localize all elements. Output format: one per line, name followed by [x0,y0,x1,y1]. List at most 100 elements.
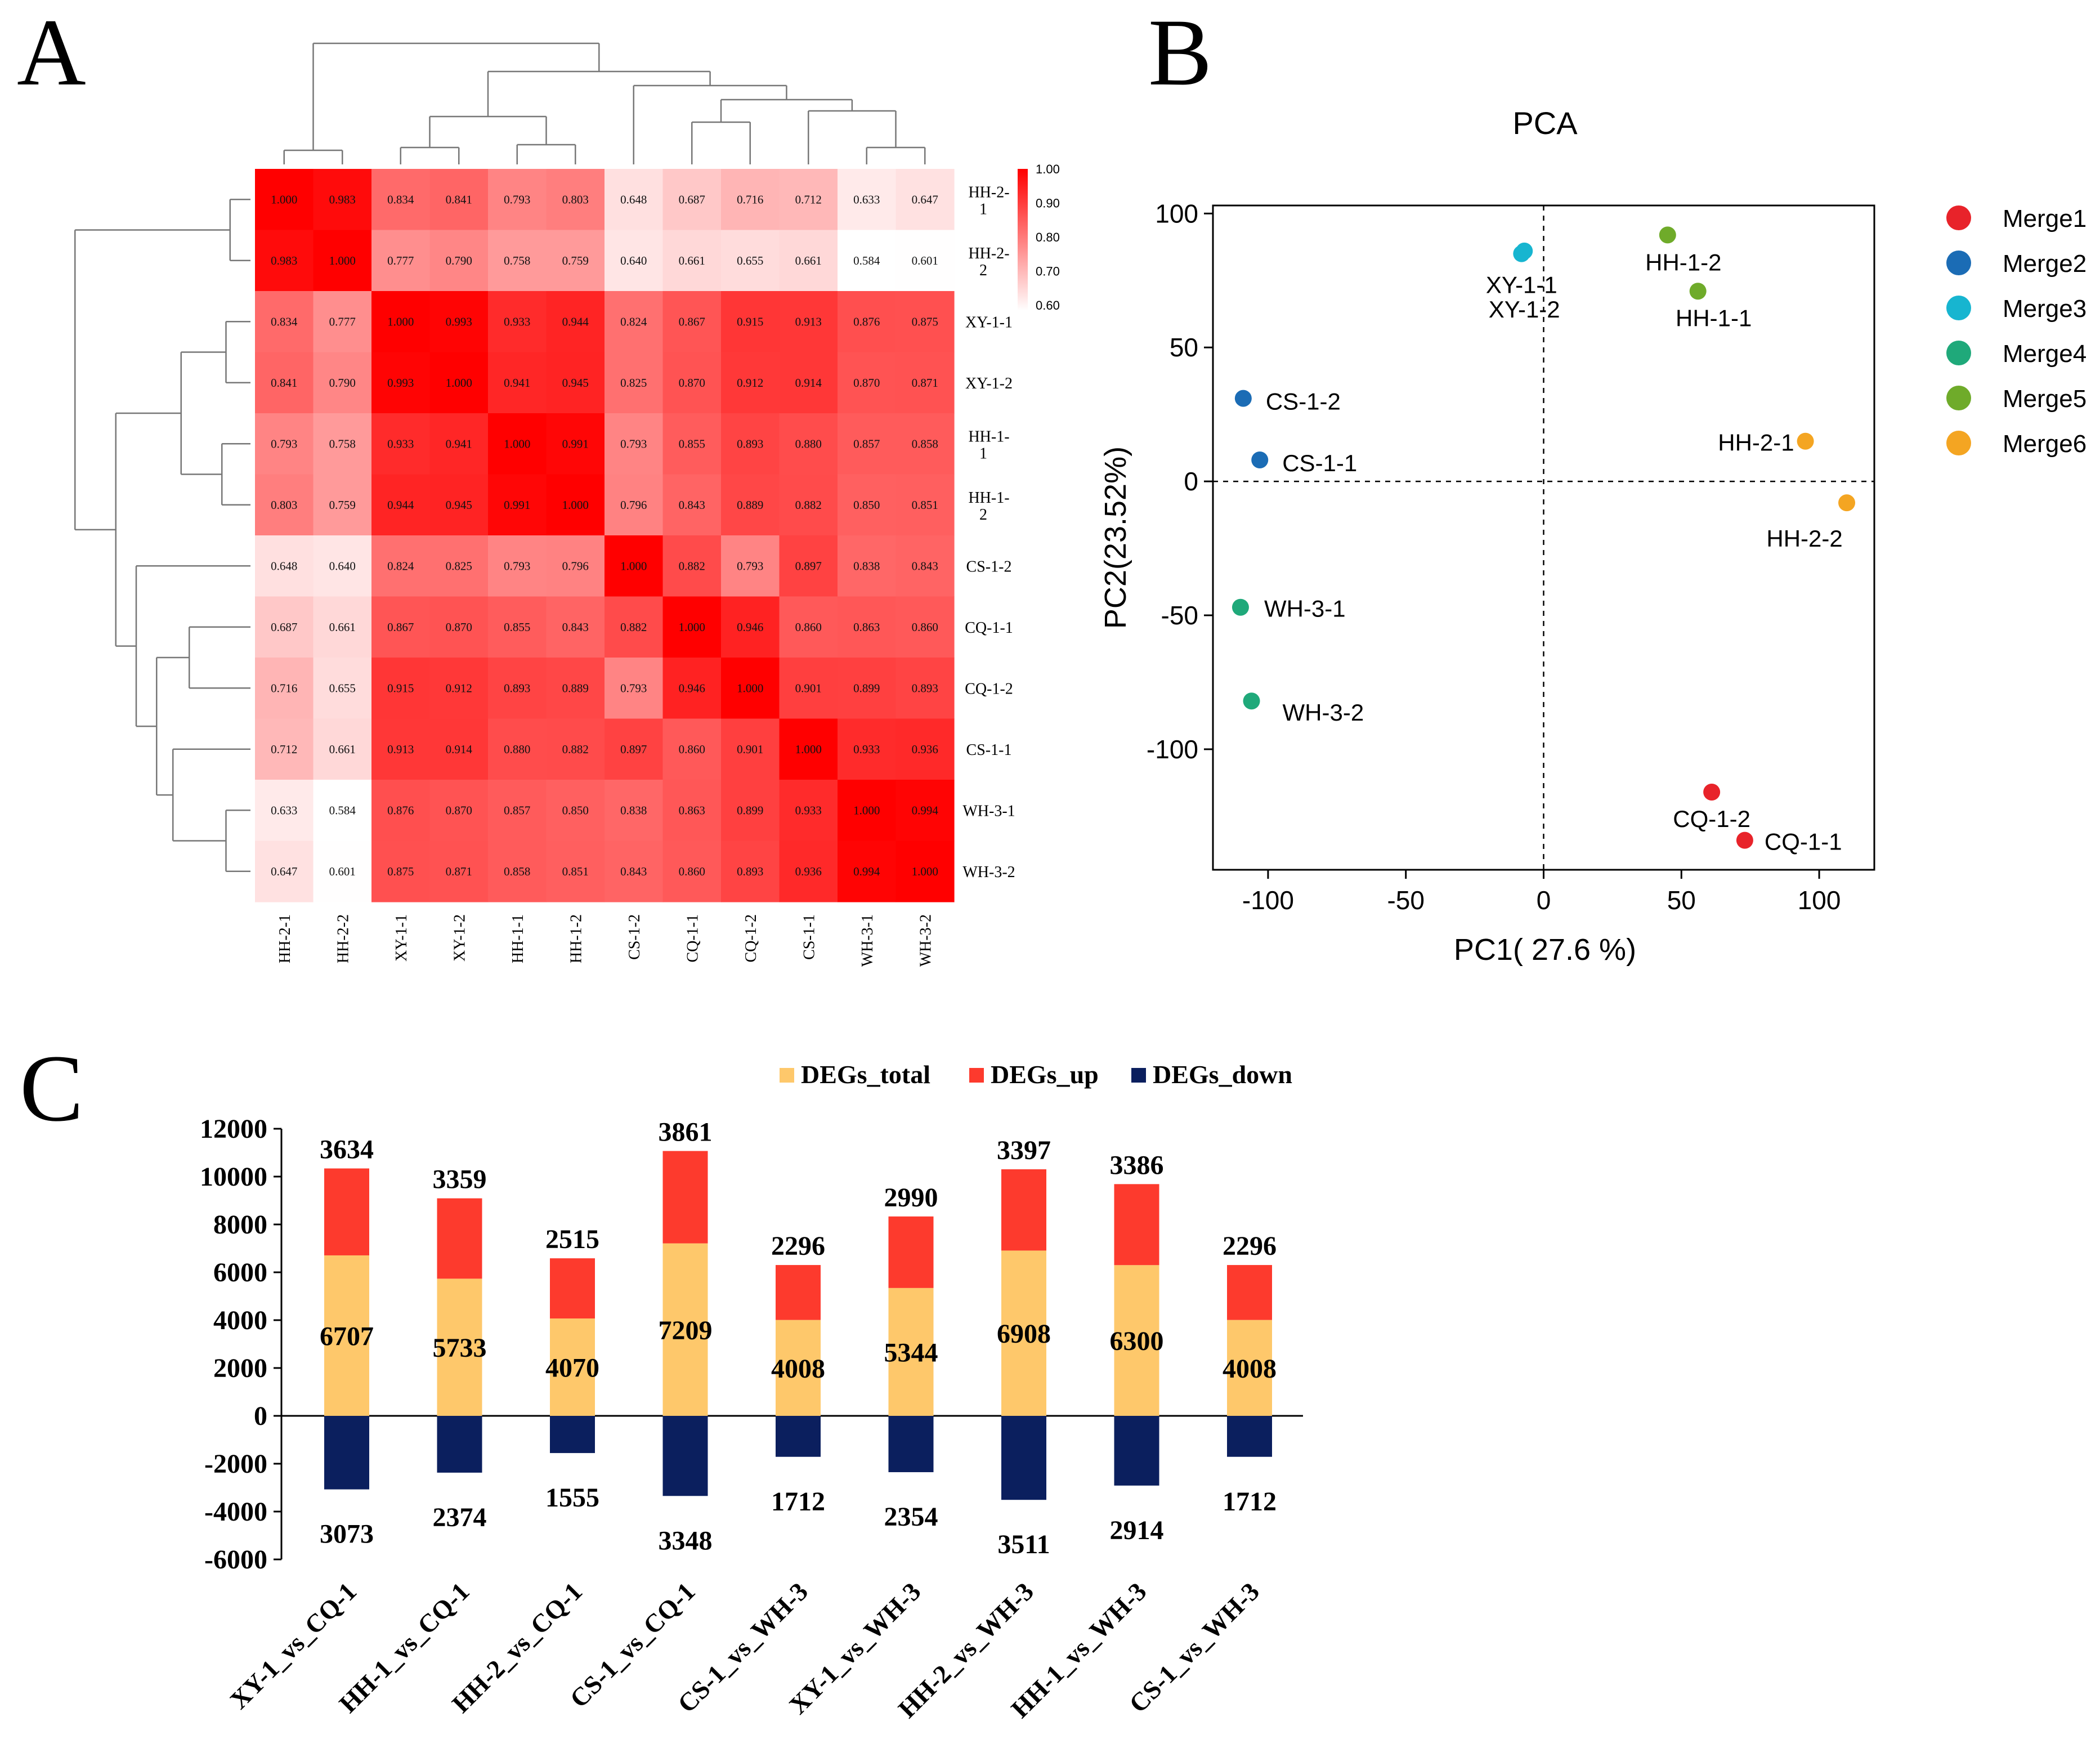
heatmap-cell-value: 0.793 [620,437,647,450]
pca-x-tick-label: 0 [1537,886,1551,915]
heatmap-column-label: CS-1-1 [800,914,818,960]
pca-legend-marker [1946,386,1971,410]
heatmap-cell [779,230,838,292]
heatmap-cell-value: 0.777 [329,315,356,328]
heatmap-cell [605,169,664,231]
pca-point [1689,283,1707,300]
heatmap-cell [895,535,955,597]
heatmap-cell [371,535,431,597]
heatmap-cell [662,718,722,780]
degs-down-label: 3511 [997,1530,1050,1559]
heatmap-cell-value: 0.945 [562,376,589,390]
heatmap-cell-value: 0.712 [271,743,297,756]
heatmap-cell [371,780,431,842]
heatmap-cell [721,474,780,536]
heatmap-cell-value: 0.893 [504,681,530,695]
pca-point [1797,432,1814,450]
heatmap-cell [721,169,780,231]
heatmap-cell-value: 1.000 [737,681,763,695]
heatmap-cell-value: 0.991 [504,498,530,512]
heatmap-cell-value: 0.825 [620,376,647,390]
degs-total-bar [324,1255,369,1416]
heatmap-cell [895,230,955,292]
degs-legend-label: DEGs_up [991,1060,1099,1089]
degs-up-label: 3861 [659,1117,713,1147]
heatmap-cell [313,535,372,597]
pca-legend-marker [1946,251,1971,275]
degs-down-bar [1114,1416,1159,1486]
degs-legend-swatch [780,1068,794,1083]
heatmap-cell [546,352,605,414]
heatmap-column-label: XY-1-1 [393,914,410,962]
heatmap-cell-value: 0.834 [387,193,414,206]
heatmap-cell [313,841,372,902]
heatmap-cell [662,596,722,658]
heatmap-cell [779,841,838,902]
heatmap-row-label: WH-3-2 [962,864,1015,881]
heatmap-cell [605,596,664,658]
degs-total-label: 7209 [659,1316,713,1345]
degs-total-bar [1001,1250,1046,1416]
heatmap-cell [429,230,489,292]
heatmap-cell [779,413,838,475]
heatmap-cell-value: 0.941 [504,376,530,390]
degs-up-label: 2515 [545,1224,599,1254]
heatmap-cell-value: 0.843 [562,620,589,634]
degs-down-bar [888,1416,934,1473]
pca-point-label: CS-1-2 [1266,388,1341,415]
heatmap-cell-value: 0.843 [679,498,705,512]
heatmap-cell [255,230,314,292]
degs-total-label: 6908 [997,1319,1051,1349]
heatmap-cell-value: 0.993 [387,376,414,390]
heatmap-cell [662,352,722,414]
degs-total-bar [550,1318,595,1416]
pca-x-tick-label: -50 [1387,886,1424,915]
heatmap-cell [779,474,838,536]
heatmap-cell [488,535,547,597]
heatmap-cell-value: 0.793 [504,193,530,206]
heatmap-cell [429,291,489,353]
pca-point [1234,390,1252,407]
heatmap-cell [838,474,897,536]
degs-down-label: 2914 [1110,1515,1164,1545]
heatmap-cell [895,474,955,536]
heatmap-cell-value: 0.893 [737,437,763,450]
heatmap-cell-value: 0.946 [737,620,763,634]
pca-legend-label: Merge3 [2003,295,2086,323]
pca-point-label: CQ-1-2 [1673,806,1750,832]
heatmap-cell [313,352,372,414]
degs-up-bar [888,1216,934,1288]
heatmap-cell [838,658,897,719]
pca-legend-marker [1946,205,1971,230]
heatmap-cell [313,780,372,842]
heatmap-cell [313,291,372,353]
pca-point [1703,784,1721,801]
panel-label-a: A [17,0,86,105]
degs-up-label: 3386 [1110,1150,1164,1180]
heatmap-cell-value: 0.824 [620,315,647,328]
heatmap-cell [605,291,664,353]
heatmap-cell [488,413,547,475]
heatmap-cell [429,413,489,475]
heatmap-cell [488,169,547,231]
heatmap-cell [546,169,605,231]
heatmap-cell-value: 0.875 [912,315,938,328]
heatmap-cell [605,413,664,475]
heatmap-cell-value: 0.863 [679,803,705,817]
heatmap-cell-value: 0.803 [271,498,297,512]
heatmap-cell [313,230,372,292]
heatmap-cell [662,291,722,353]
heatmap-cell-value: 0.843 [912,559,938,573]
heatmap-cell [255,535,314,597]
heatmap-cell [546,841,605,902]
heatmap-cell-value: 0.915 [387,681,414,695]
heatmap-cell [488,230,547,292]
heatmap-cell [371,169,431,231]
heatmap-cell-value: 0.758 [329,437,356,450]
heatmap-cell [488,596,547,658]
degs-total-label: 4070 [545,1353,599,1383]
heatmap-cell [838,718,897,780]
heatmap-cell-value: 0.983 [271,254,297,267]
heatmap-cell-value: 0.661 [795,254,822,267]
